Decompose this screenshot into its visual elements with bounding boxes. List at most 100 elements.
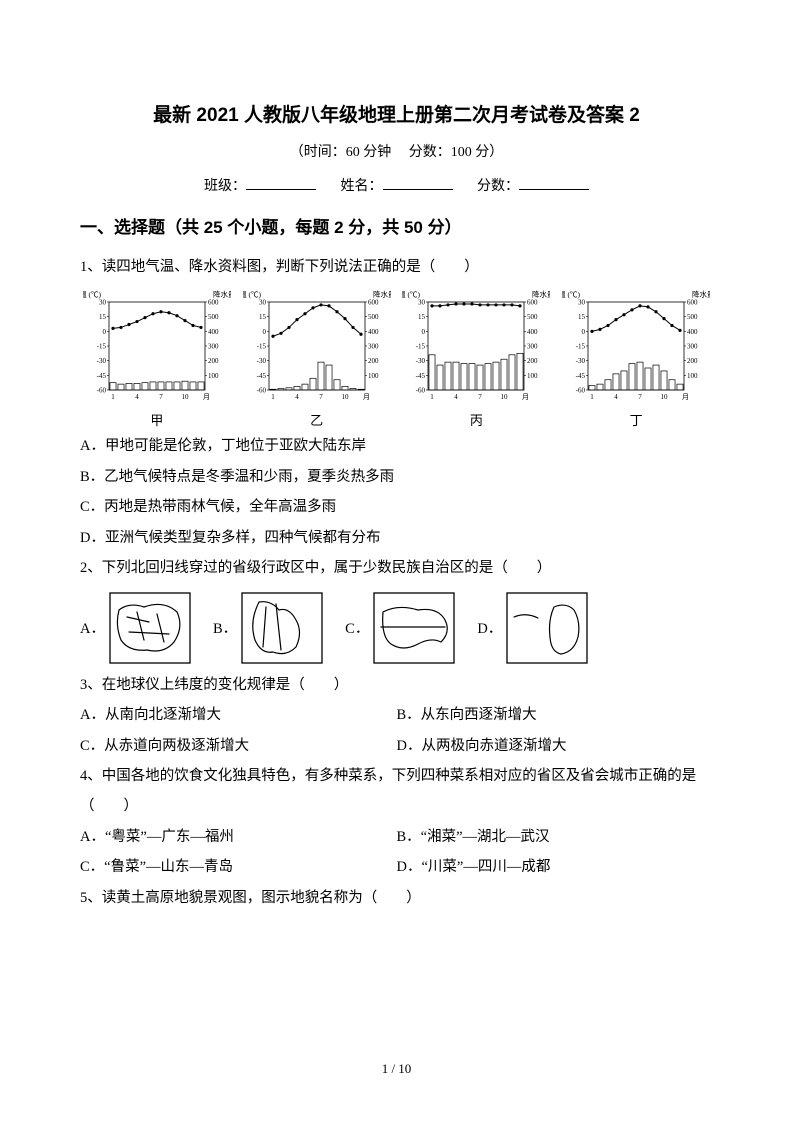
page-subtitle: （时间：60 分钟 分数：100 分） (80, 141, 713, 161)
q2-options-row: A． B． C． D． (80, 592, 713, 664)
q1-opt-a: A．甲地可能是伦敦，丁地位于亚欧大陆东岸 (80, 431, 713, 461)
svg-text:600: 600 (368, 299, 379, 307)
score-text: 分数：100 分） (409, 145, 504, 160)
q5-stem: 5、读黄土高原地貌景观图，图示地貌名称为（ ） (80, 883, 713, 913)
svg-text:-30: -30 (256, 358, 266, 366)
chart-ding: 气温 (℃)降水量 (mm)30150-15-30-45-60600500400… (559, 288, 713, 429)
svg-text:10: 10 (181, 393, 189, 401)
svg-text:月: 月 (682, 393, 689, 401)
svg-text:200: 200 (368, 358, 379, 366)
chart-label-3: 丁 (559, 410, 713, 429)
svg-text:0: 0 (582, 328, 586, 336)
svg-text:10: 10 (661, 393, 669, 401)
svg-text:4: 4 (135, 393, 139, 401)
svg-text:-45: -45 (576, 372, 586, 380)
score-blank[interactable] (519, 176, 589, 190)
class-blank[interactable] (246, 176, 316, 190)
svg-text:500: 500 (368, 314, 379, 322)
q2-opt-d: D． (477, 592, 588, 664)
svg-text:400: 400 (527, 328, 538, 336)
climate-chart-3: 气温 (℃)降水量 (mm)30150-15-30-45-60600500400… (559, 288, 713, 408)
svg-text:100: 100 (368, 372, 379, 380)
time-text: （时间：60 分钟 (290, 145, 392, 160)
svg-text:7: 7 (479, 393, 483, 401)
q3-opt-d: D．从两极向赤道逐渐增大 (397, 731, 714, 761)
class-label: 班级： (204, 179, 246, 194)
svg-text:降水量 (mm): 降水量 (mm) (532, 289, 550, 299)
svg-text:-15: -15 (97, 343, 107, 351)
svg-text:1: 1 (431, 393, 435, 401)
svg-text:1: 1 (590, 393, 594, 401)
svg-text:10: 10 (501, 393, 509, 401)
svg-text:100: 100 (687, 372, 698, 380)
svg-text:-15: -15 (416, 343, 426, 351)
climate-chart-2: 气温 (℃)降水量 (mm)30150-15-30-45-60600500400… (400, 288, 554, 408)
chart-label-1: 乙 (240, 410, 394, 429)
svg-text:降水量 (mm): 降水量 (mm) (692, 289, 710, 299)
q1-opt-b: B．乙地气候特点是冬季温和少雨，夏季炎热多雨 (80, 462, 713, 492)
svg-text:200: 200 (527, 358, 538, 366)
svg-text:300: 300 (208, 343, 219, 351)
q4-opt-d: D．“川菜”—四川—成都 (397, 852, 714, 882)
svg-text:-45: -45 (416, 372, 426, 380)
q3-stem: 3、在地球仪上纬度的变化规律是（ ） (80, 670, 713, 700)
svg-text:100: 100 (527, 372, 538, 380)
chart-label-2: 丙 (400, 410, 554, 429)
svg-text:400: 400 (687, 328, 698, 336)
svg-text:15: 15 (578, 314, 586, 322)
svg-text:气温 (℃): 气温 (℃) (83, 289, 101, 299)
chart-bing: 气温 (℃)降水量 (mm)30150-15-30-45-60600500400… (400, 288, 554, 429)
svg-text:7: 7 (319, 393, 323, 401)
svg-text:-15: -15 (256, 343, 266, 351)
svg-text:4: 4 (614, 393, 618, 401)
section-1-heading: 一、选择题（共 25 个小题，每题 2 分，共 50 分） (80, 213, 713, 238)
svg-text:-15: -15 (576, 343, 586, 351)
svg-text:-60: -60 (416, 387, 426, 395)
q2-opt-c: C． (345, 592, 455, 664)
score-label: 分数： (477, 179, 519, 194)
svg-text:30: 30 (578, 299, 586, 307)
q4-opt-a: A．“粤菜”—广东—福州 (80, 822, 397, 852)
q2-c-letter: C． (345, 617, 369, 638)
svg-text:500: 500 (687, 314, 698, 322)
q3-opt-a: A．从南向北逐渐增大 (80, 700, 397, 730)
svg-text:-30: -30 (576, 358, 586, 366)
svg-text:400: 400 (368, 328, 379, 336)
svg-text:300: 300 (527, 343, 538, 351)
q4-opt-b: B．“湘菜”—湖北—武汉 (397, 822, 714, 852)
svg-text:7: 7 (638, 393, 642, 401)
svg-text:月: 月 (363, 393, 370, 401)
svg-text:600: 600 (208, 299, 219, 307)
page-title: 最新 2021 人教版八年级地理上册第二次月考试卷及答案 2 (80, 100, 713, 127)
q4-options: A．“粤菜”—广东—福州 B．“湘菜”—湖北—武汉 C．“鲁菜”—山东—青岛 D… (80, 822, 713, 883)
q2-opt-b: B． (213, 592, 323, 664)
q4-stem: 4、中国各地的饮食文化独具特色，有多种菜系，下列四种菜系相对应的省区及省会城市正… (80, 761, 713, 822)
chart-label-0: 甲 (80, 410, 234, 429)
svg-text:30: 30 (99, 299, 107, 307)
q1-stem: 1、读四地气温、降水资料图，判断下列说法正确的是（ ） (80, 252, 713, 282)
svg-text:15: 15 (259, 314, 267, 322)
svg-text:气温 (℃): 气温 (℃) (402, 289, 420, 299)
svg-text:600: 600 (687, 299, 698, 307)
svg-text:200: 200 (208, 358, 219, 366)
map-icon-3 (506, 592, 588, 664)
svg-text:300: 300 (368, 343, 379, 351)
svg-text:500: 500 (527, 314, 538, 322)
svg-text:-60: -60 (97, 387, 107, 395)
svg-text:月: 月 (522, 393, 529, 401)
q4-opt-c: C．“鲁菜”—山东—青岛 (80, 852, 397, 882)
name-label: 姓名： (341, 179, 383, 194)
svg-text:200: 200 (687, 358, 698, 366)
svg-text:降水量 (mm): 降水量 (mm) (373, 289, 391, 299)
svg-text:-30: -30 (416, 358, 426, 366)
svg-text:600: 600 (527, 299, 538, 307)
svg-text:-45: -45 (256, 372, 266, 380)
q3-opt-b: B．从东向西逐渐增大 (397, 700, 714, 730)
svg-text:气温 (℃): 气温 (℃) (562, 289, 580, 299)
svg-text:-45: -45 (97, 372, 107, 380)
name-blank[interactable] (383, 176, 453, 190)
svg-text:0: 0 (262, 328, 266, 336)
svg-text:1: 1 (111, 393, 115, 401)
svg-text:15: 15 (418, 314, 426, 322)
q3-options: A．从南向北逐渐增大 B．从东向西逐渐增大 C．从赤道向两极逐渐增大 D．从两极… (80, 700, 713, 761)
